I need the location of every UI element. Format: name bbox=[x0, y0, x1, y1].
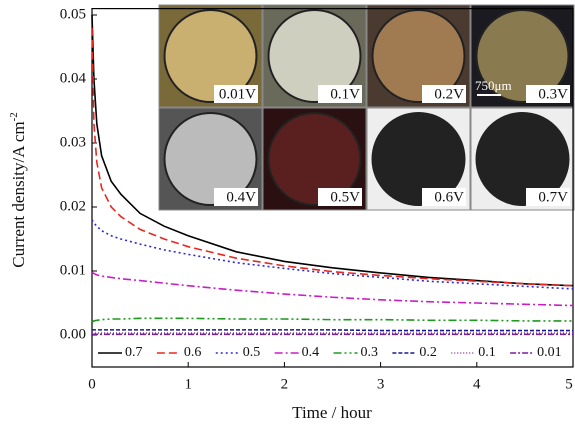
inset-label: 0.2V bbox=[434, 86, 464, 102]
y-tick-label: 0.01 bbox=[60, 262, 86, 278]
y-axis-label-main: Current density/A cm bbox=[9, 121, 28, 267]
x-tick-label: 5 bbox=[565, 376, 573, 392]
series-line bbox=[92, 318, 573, 322]
inset-label: 0.3V bbox=[538, 86, 568, 102]
inset-label: 0.5V bbox=[330, 189, 360, 205]
y-tick-label: 0.05 bbox=[60, 6, 86, 22]
legend-label: 0.6 bbox=[184, 345, 202, 360]
legend-label: 0.2 bbox=[419, 345, 437, 360]
y-tick-label: 0.03 bbox=[60, 134, 86, 150]
inset-label: 0.4V bbox=[226, 189, 256, 205]
x-tick-label: 2 bbox=[281, 376, 289, 392]
inset-label: 0.6V bbox=[434, 189, 464, 205]
y-tick-label: 0.02 bbox=[60, 198, 86, 214]
series-line bbox=[92, 330, 573, 331]
legend-label: 0.5 bbox=[243, 345, 261, 360]
x-axis-label: Time / hour bbox=[292, 403, 372, 422]
inset-label: 0.01V bbox=[219, 86, 256, 102]
y-axis-label: Current density/A cm-2 bbox=[8, 112, 28, 268]
scale-bar-label: 750μm bbox=[475, 78, 512, 93]
legend-label: 0.01 bbox=[537, 345, 562, 360]
legend-label: 0.7 bbox=[125, 345, 143, 360]
chart: Time / hour Current density/A cm-2 0.01V… bbox=[0, 0, 575, 431]
x-tick-label: 3 bbox=[377, 376, 385, 392]
series-line bbox=[92, 272, 573, 305]
y-tick-label: 0.00 bbox=[60, 326, 86, 342]
y-axis-label-sup: -2 bbox=[8, 112, 20, 121]
y-tick-label: 0.04 bbox=[60, 70, 87, 86]
inset-label: 0.1V bbox=[330, 86, 360, 102]
x-tick-label: 4 bbox=[473, 376, 481, 392]
page: {"chart_data": {"type": "line", "x_label… bbox=[0, 0, 575, 431]
legend-label: 0.3 bbox=[361, 345, 379, 360]
legend-label: 0.1 bbox=[478, 345, 496, 360]
inset-label: 0.7V bbox=[538, 189, 568, 205]
x-tick-label: 1 bbox=[184, 376, 192, 392]
x-tick-label: 0 bbox=[88, 376, 96, 392]
legend-label: 0.4 bbox=[302, 345, 320, 360]
series-line bbox=[92, 220, 573, 289]
